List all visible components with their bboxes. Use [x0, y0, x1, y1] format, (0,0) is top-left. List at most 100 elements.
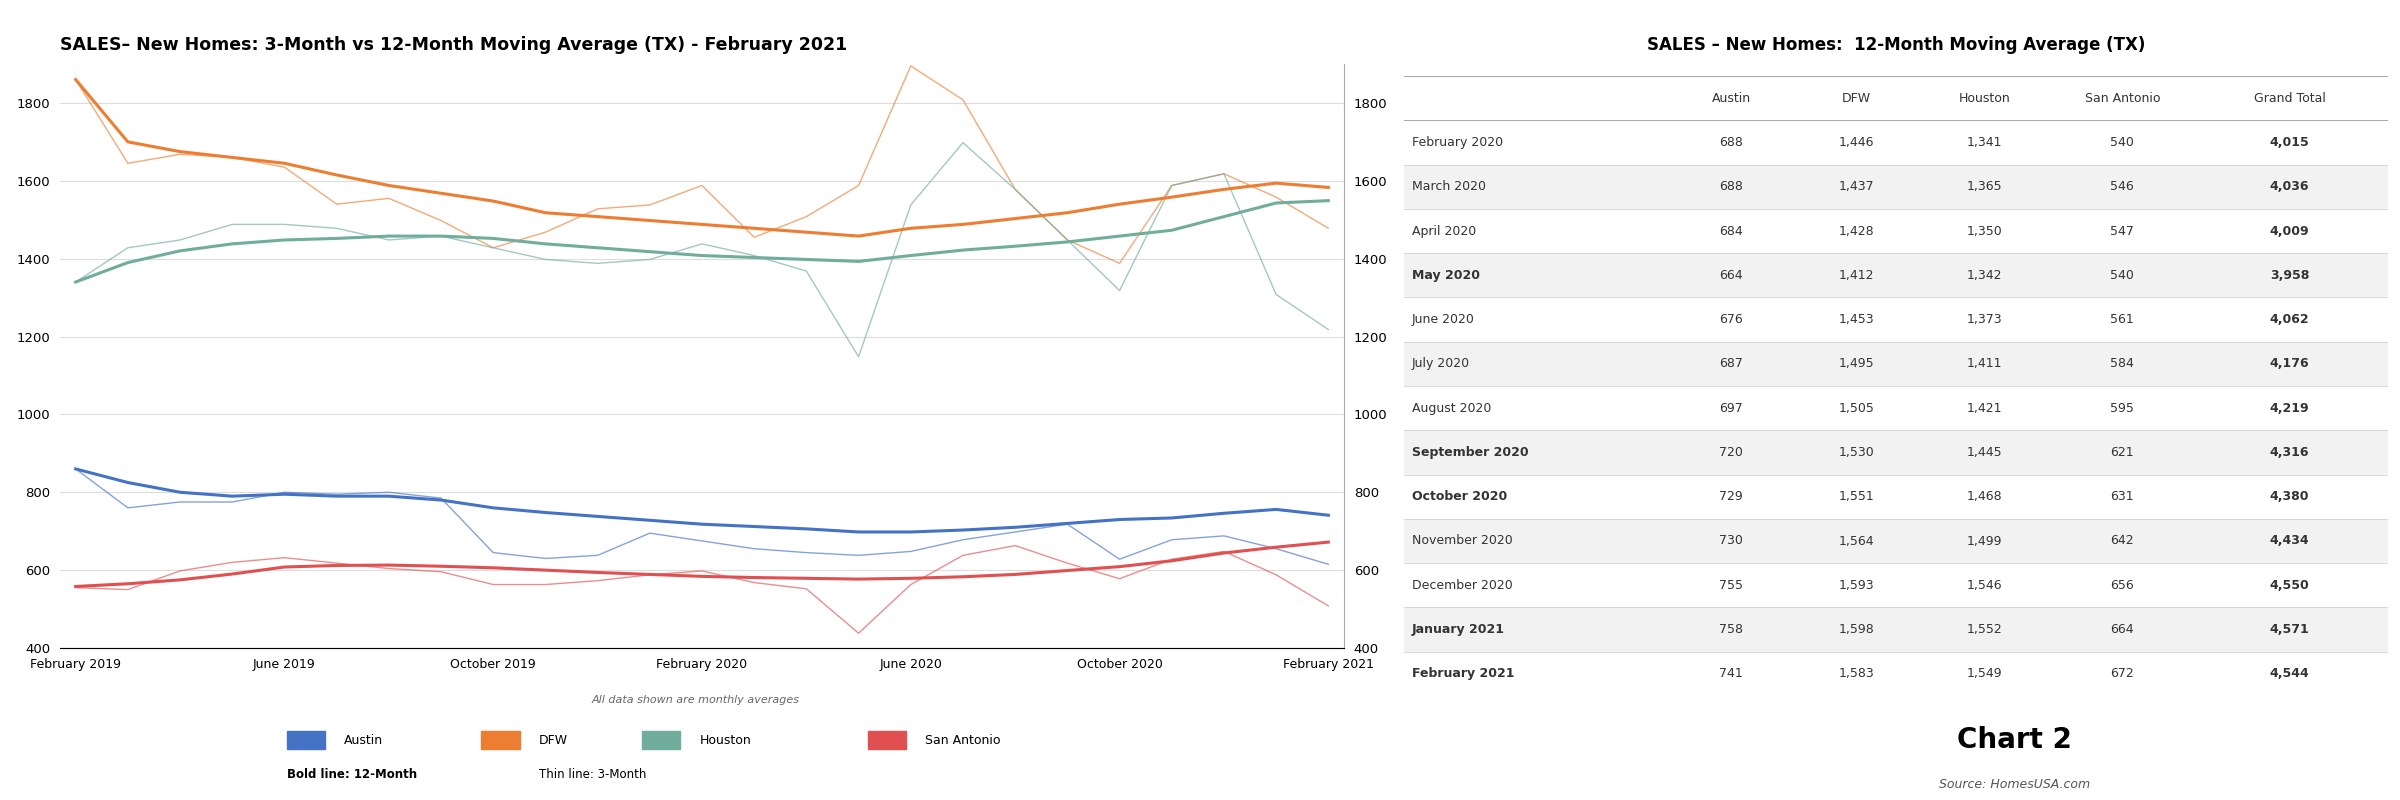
Text: 1,365: 1,365 [1966, 180, 2002, 194]
Text: 758: 758 [1718, 623, 1742, 636]
Text: 1,445: 1,445 [1966, 446, 2002, 459]
Text: 642: 642 [2110, 534, 2134, 547]
Text: 4,380: 4,380 [2270, 490, 2309, 503]
Text: 664: 664 [2110, 623, 2134, 636]
Text: 4,036: 4,036 [2270, 180, 2309, 194]
Text: Source: HomesUSA.com: Source: HomesUSA.com [1939, 778, 2090, 790]
FancyBboxPatch shape [1404, 342, 2388, 386]
Text: January 2021: January 2021 [1411, 623, 1505, 636]
Text: 730: 730 [1718, 534, 1742, 547]
Text: 4,015: 4,015 [2270, 136, 2309, 149]
Text: 1,453: 1,453 [1838, 313, 1874, 326]
FancyBboxPatch shape [1404, 165, 2388, 209]
Text: 4,316: 4,316 [2270, 446, 2309, 459]
Text: DFW: DFW [540, 734, 569, 746]
Text: 595: 595 [2110, 402, 2134, 414]
Text: 1,583: 1,583 [1838, 667, 1874, 680]
Text: Houston: Houston [1958, 92, 2011, 105]
Text: 4,550: 4,550 [2270, 578, 2309, 592]
Text: 561: 561 [2110, 313, 2134, 326]
Text: 4,176: 4,176 [2270, 358, 2309, 370]
Text: 621: 621 [2110, 446, 2134, 459]
Text: November 2020: November 2020 [1411, 534, 1512, 547]
Text: Chart 2: Chart 2 [1956, 726, 2071, 754]
Text: 4,434: 4,434 [2270, 534, 2309, 547]
Text: Houston: Houston [701, 734, 751, 746]
Text: 1,551: 1,551 [1838, 490, 1874, 503]
Text: 1,341: 1,341 [1968, 136, 2002, 149]
Text: 1,421: 1,421 [1968, 402, 2002, 414]
Text: 1,350: 1,350 [1966, 225, 2002, 238]
FancyBboxPatch shape [1404, 519, 2388, 563]
Text: February 2020: February 2020 [1411, 136, 1502, 149]
Text: December 2020: December 2020 [1411, 578, 1512, 592]
Text: 755: 755 [1718, 578, 1742, 592]
Text: Austin: Austin [346, 734, 384, 746]
Text: 546: 546 [2110, 180, 2134, 194]
Text: 676: 676 [1718, 313, 1742, 326]
Text: July 2020: July 2020 [1411, 358, 1469, 370]
Text: Thin line: 3-Month: Thin line: 3-Month [538, 768, 646, 781]
Text: 729: 729 [1718, 490, 1742, 503]
Text: 631: 631 [2110, 490, 2134, 503]
Text: 4,544: 4,544 [2270, 667, 2309, 680]
Text: Austin: Austin [1711, 92, 1750, 105]
Text: 1,411: 1,411 [1968, 358, 2002, 370]
Text: San Antonio: San Antonio [2086, 92, 2160, 105]
Text: Bold line: 12-Month: Bold line: 12-Month [288, 768, 418, 781]
Text: 664: 664 [1718, 269, 1742, 282]
Text: 1,546: 1,546 [1966, 578, 2002, 592]
Text: SALES – New Homes:  12-Month Moving Average (TX): SALES – New Homes: 12-Month Moving Avera… [1646, 36, 2146, 54]
Text: All data shown are monthly averages: All data shown are monthly averages [593, 695, 799, 705]
Text: 1,412: 1,412 [1838, 269, 1874, 282]
Text: San Antonio: San Antonio [926, 734, 1001, 746]
Text: 1,342: 1,342 [1968, 269, 2002, 282]
Text: 540: 540 [2110, 136, 2134, 149]
Text: 1,428: 1,428 [1838, 225, 1874, 238]
Text: 1,505: 1,505 [1838, 402, 1874, 414]
Text: 1,530: 1,530 [1838, 446, 1874, 459]
Text: 688: 688 [1718, 180, 1742, 194]
Text: April 2020: April 2020 [1411, 225, 1476, 238]
Text: 697: 697 [1718, 402, 1742, 414]
Text: 1,499: 1,499 [1968, 534, 2002, 547]
Text: 688: 688 [1718, 136, 1742, 149]
Text: August 2020: August 2020 [1411, 402, 1490, 414]
Text: 1,564: 1,564 [1838, 534, 1874, 547]
Text: 1,373: 1,373 [1966, 313, 2002, 326]
Text: 1,552: 1,552 [1966, 623, 2002, 636]
Text: 672: 672 [2110, 667, 2134, 680]
FancyBboxPatch shape [1404, 253, 2388, 298]
Text: 4,062: 4,062 [2270, 313, 2309, 326]
Text: 684: 684 [1718, 225, 1742, 238]
Text: 741: 741 [1718, 667, 1742, 680]
Text: 656: 656 [2110, 578, 2134, 592]
Text: 3,958: 3,958 [2270, 269, 2309, 282]
Text: March 2020: March 2020 [1411, 180, 1486, 194]
Text: 1,598: 1,598 [1838, 623, 1874, 636]
Text: 4,571: 4,571 [2270, 623, 2309, 636]
Text: 1,549: 1,549 [1966, 667, 2002, 680]
Text: DFW: DFW [1843, 92, 1872, 105]
Text: 584: 584 [2110, 358, 2134, 370]
Text: 1,468: 1,468 [1966, 490, 2002, 503]
Text: 687: 687 [1718, 358, 1742, 370]
Text: Grand Total: Grand Total [2254, 92, 2326, 105]
Text: 1,446: 1,446 [1838, 136, 1874, 149]
Text: 540: 540 [2110, 269, 2134, 282]
Text: 1,495: 1,495 [1838, 358, 1874, 370]
Text: February 2021: February 2021 [1411, 667, 1514, 680]
Text: 547: 547 [2110, 225, 2134, 238]
Text: October 2020: October 2020 [1411, 490, 1507, 503]
Text: 720: 720 [1718, 446, 1742, 459]
Text: 1,437: 1,437 [1838, 180, 1874, 194]
Text: 1,593: 1,593 [1838, 578, 1874, 592]
Text: June 2020: June 2020 [1411, 313, 1474, 326]
FancyBboxPatch shape [1404, 607, 2388, 652]
Text: 4,009: 4,009 [2270, 225, 2309, 238]
Text: September 2020: September 2020 [1411, 446, 1529, 459]
Text: SALES– New Homes: 3-Month vs 12-Month Moving Average (TX) - February 2021: SALES– New Homes: 3-Month vs 12-Month Mo… [60, 36, 847, 54]
FancyBboxPatch shape [1404, 430, 2388, 474]
Text: 4,219: 4,219 [2270, 402, 2309, 414]
Text: May 2020: May 2020 [1411, 269, 1481, 282]
